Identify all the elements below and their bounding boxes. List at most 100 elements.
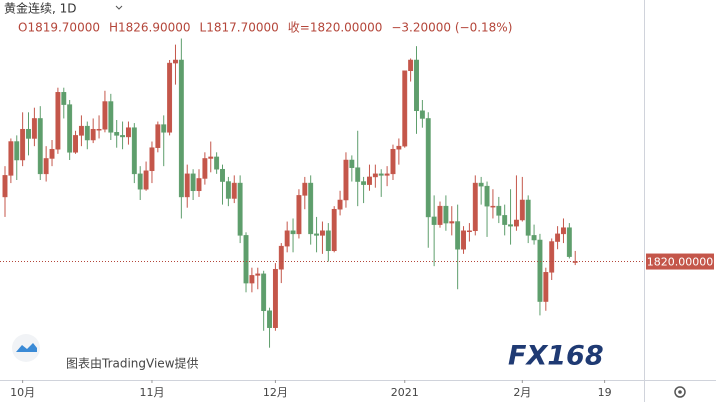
candle-body [37, 118, 43, 175]
candle-body [225, 181, 231, 199]
candle-body [455, 221, 461, 250]
candle-body [414, 59, 419, 112]
x-tick-label: 2021 [391, 386, 419, 399]
candle-body [337, 199, 343, 210]
candle-body [231, 182, 237, 199]
candle-body [108, 101, 114, 133]
candle-body [296, 195, 302, 235]
candle-body [208, 156, 214, 159]
candle-body [43, 158, 49, 175]
candle-body [461, 230, 466, 250]
symbol-title: 黄金连续, 1D [4, 1, 77, 16]
candle-body [255, 273, 261, 276]
candle-body [478, 182, 484, 187]
x-tick-label: 19 [598, 386, 612, 399]
candle-body [472, 182, 478, 232]
candle-body [502, 215, 508, 225]
candle-body [278, 245, 284, 270]
candle-body [2, 175, 8, 198]
candle-body [155, 124, 161, 148]
candle-body [425, 118, 431, 218]
candle-body [349, 159, 355, 168]
candle-body [355, 167, 361, 182]
candle-body [202, 158, 208, 179]
candle-body [267, 310, 272, 328]
watermark: 图表由TradingView提供 [66, 356, 199, 371]
candle-body [26, 128, 31, 139]
candle-body [73, 135, 78, 153]
candle-body [308, 182, 314, 235]
settings-icon[interactable] [674, 386, 686, 398]
candle-body [343, 159, 349, 201]
dropdown-chevron[interactable] [115, 5, 123, 10]
candle-body [49, 148, 55, 159]
tv-logo [16, 343, 37, 352]
x-tick-label: 2月 [513, 386, 531, 399]
candle-body [61, 92, 67, 105]
candle-body [449, 221, 455, 224]
candle-body [437, 205, 443, 225]
candle-body [390, 148, 396, 175]
last-price-box [646, 253, 714, 270]
candle-body [519, 199, 525, 221]
ohlc-value: H1826.90000 [109, 21, 191, 35]
candle-body [513, 219, 519, 227]
candle-body [525, 199, 531, 236]
x-tick-label: 12月 [263, 386, 288, 399]
candle-body [90, 128, 96, 141]
candle-body [466, 230, 472, 233]
candle-body [431, 216, 437, 225]
candle-body [443, 205, 449, 224]
candle-body [237, 182, 243, 236]
candle-body [531, 235, 537, 241]
candle-body [243, 235, 249, 284]
candle-body [96, 128, 102, 131]
candle-body [55, 92, 61, 150]
logo: FX168 [508, 341, 604, 372]
gear-center[interactable] [678, 390, 682, 394]
candle-body [131, 127, 137, 175]
last-price-label: 1820.00000 [647, 256, 713, 269]
candle-body [361, 181, 367, 185]
candle-body [566, 227, 572, 257]
candle-body [102, 101, 108, 130]
candle-body [120, 135, 126, 138]
candle-body [184, 173, 190, 198]
candle-body [319, 230, 325, 236]
candle-body [408, 59, 414, 72]
candle-body [78, 125, 84, 136]
tv-logo-bg [12, 334, 40, 362]
candle-body [8, 141, 14, 176]
ohlc-value: O1819.70000 [18, 21, 100, 35]
candle-body [384, 173, 390, 176]
ohlc-value: L1817.70000 [200, 21, 279, 35]
candle-body [114, 132, 120, 136]
candle-body [561, 227, 566, 235]
plot-area [2, 38, 578, 348]
candle-body [314, 233, 320, 236]
candle-body [537, 239, 543, 302]
candle-body [67, 104, 73, 153]
candle-body [149, 147, 155, 172]
candle-body [167, 62, 173, 133]
candle-body [402, 70, 408, 147]
candle-body [31, 118, 37, 139]
candle-body [331, 208, 337, 252]
candle-body [261, 273, 267, 312]
candle-body [161, 124, 167, 133]
candle-body [367, 176, 372, 185]
candle-body [137, 173, 143, 190]
candle-body [555, 233, 561, 242]
candle-body [249, 275, 255, 284]
x-tick-label: 10月 [10, 386, 35, 399]
candle-body [543, 272, 549, 302]
candle-body [290, 230, 296, 235]
candle-body [20, 128, 26, 161]
candle-body [490, 205, 496, 208]
candle-body [484, 185, 490, 207]
candle-body [173, 59, 178, 64]
candle-body [372, 173, 378, 178]
gear[interactable] [674, 386, 686, 398]
candle-body [190, 173, 196, 192]
candle-body [284, 230, 290, 247]
